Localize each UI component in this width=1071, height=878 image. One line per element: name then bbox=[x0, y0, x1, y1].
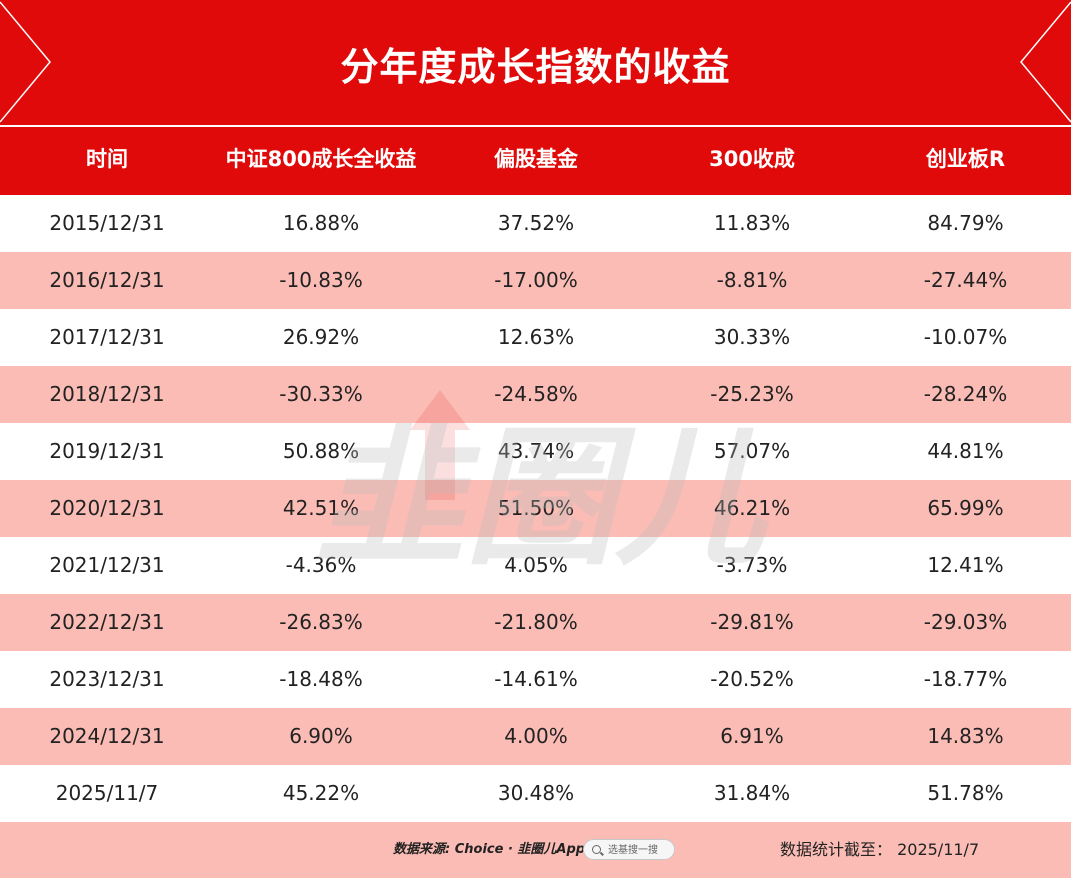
date-cell: 2024/12/31 bbox=[49, 724, 165, 748]
table-row: 2025/11/7 45.22% 30.48% 31.84% 51.78% bbox=[0, 765, 1071, 822]
csi300-growth-cell: -29.81% bbox=[710, 610, 794, 634]
column-header-300-growth: 300收成 bbox=[709, 147, 795, 171]
chinext-cell: 51.78% bbox=[927, 781, 1004, 805]
equity-fund-cell: 4.00% bbox=[504, 724, 568, 748]
equity-fund-cell: 4.05% bbox=[504, 553, 568, 577]
csi300-growth-cell: -3.73% bbox=[716, 553, 788, 577]
date-cell: 2018/12/31 bbox=[49, 382, 165, 406]
date-cell: 2020/12/31 bbox=[49, 496, 165, 520]
date-cell: 2016/12/31 bbox=[49, 268, 165, 292]
chinext-cell: -27.44% bbox=[923, 268, 1008, 292]
chinext-cell: 12.41% bbox=[927, 553, 1004, 577]
csi300-growth-cell: 6.91% bbox=[720, 724, 784, 748]
equity-fund-cell: 37.52% bbox=[497, 211, 575, 235]
csi800-growth-cell: -26.83% bbox=[279, 610, 363, 634]
column-header-csi800-growth: 中证800成长全收益 bbox=[225, 147, 417, 171]
data-cutoff-note: 数据统计截至： 2025/11/7 bbox=[780, 840, 980, 859]
column-header-time: 时间 bbox=[86, 147, 128, 171]
equity-fund-cell: 30.48% bbox=[497, 781, 575, 805]
chinext-cell: 14.83% bbox=[927, 724, 1004, 748]
csi800-growth-cell: 50.88% bbox=[282, 439, 360, 463]
column-header-chinext: 创业板R bbox=[925, 147, 1006, 171]
chinext-cell: -29.03% bbox=[923, 610, 1008, 634]
date-cell: 2019/12/31 bbox=[49, 439, 165, 463]
equity-fund-cell: 51.50% bbox=[497, 496, 575, 520]
date-cell: 2021/12/31 bbox=[49, 553, 165, 577]
search-icon bbox=[592, 845, 601, 854]
page-title: 分年度成长指数的收益 bbox=[340, 45, 731, 89]
date-cell: 2025/11/7 bbox=[55, 781, 159, 805]
csi800-growth-cell: -18.48% bbox=[279, 667, 363, 691]
table-row: 2021/12/31 -4.36% 4.05% -3.73% 12.41% bbox=[0, 537, 1071, 594]
csi800-growth-cell: -4.36% bbox=[285, 553, 357, 577]
table-header-row: 时间 中证800成长全收益 偏股基金 300收成 创业板R bbox=[0, 127, 1071, 195]
table-body: 2015/12/31 16.88% 37.52% 11.83% 84.79% 2016/1… bbox=[0, 195, 1071, 822]
date-cell: 2022/12/31 bbox=[49, 610, 165, 634]
csi300-growth-cell: 46.21% bbox=[713, 496, 791, 520]
source-note: 数据来源: Choice · 韭圈儿App bbox=[393, 842, 586, 857]
csi800-growth-cell: 45.22% bbox=[282, 781, 360, 805]
csi300-growth-cell: 31.84% bbox=[713, 781, 791, 805]
table-row: 2015/12/31 16.88% 37.52% 11.83% 84.79% bbox=[0, 195, 1071, 252]
table-row: 2024/12/31 6.90% 4.00% 6.91% 14.83% bbox=[0, 708, 1071, 765]
left-chevron-decoration bbox=[0, 1, 51, 123]
csi800-growth-cell: 16.88% bbox=[282, 211, 360, 235]
csi800-growth-cell: 6.90% bbox=[289, 724, 353, 748]
chinext-cell: 65.99% bbox=[927, 496, 1004, 520]
equity-fund-cell: -21.80% bbox=[494, 610, 578, 634]
equity-fund-cell: 43.74% bbox=[497, 439, 575, 463]
table-row: 2017/12/31 26.92% 12.63% 30.33% -10.07% bbox=[0, 309, 1071, 366]
chinext-cell: -18.77% bbox=[923, 667, 1008, 691]
csi300-growth-cell: -20.52% bbox=[710, 667, 794, 691]
chinext-cell: -10.07% bbox=[923, 325, 1008, 349]
csi300-growth-cell: 57.07% bbox=[713, 439, 791, 463]
csi800-growth-cell: 26.92% bbox=[282, 325, 360, 349]
column-header-equity-funds: 偏股基金 bbox=[494, 147, 578, 171]
header-divider bbox=[0, 125, 1071, 127]
table-row: 2016/12/31 -10.83% -17.00% -8.81% -27.44% bbox=[0, 252, 1071, 309]
table-row: 2019/12/31 50.88% 43.74% 57.07% 44.81% bbox=[0, 423, 1071, 480]
csi800-growth-cell: -10.83% bbox=[279, 268, 363, 292]
equity-fund-cell: 12.63% bbox=[497, 325, 575, 349]
search-label: 选基搜一搜 bbox=[608, 845, 658, 856]
csi800-growth-cell: 42.51% bbox=[282, 496, 360, 520]
table-row: 2022/12/31 -26.83% -21.80% -29.81% -29.03% bbox=[0, 594, 1071, 651]
csi800-growth-cell: -30.33% bbox=[279, 382, 363, 406]
title-banner: 分年度成长指数的收益 时间 中证800成长全收益 偏股基金 300收成 创业板R bbox=[0, 0, 1071, 195]
date-cell: 2023/12/31 bbox=[49, 667, 165, 691]
csi300-growth-cell: 30.33% bbox=[713, 325, 791, 349]
chinext-cell: 44.81% bbox=[927, 439, 1004, 463]
right-chevron-decoration bbox=[1020, 1, 1071, 123]
equity-fund-cell: -24.58% bbox=[494, 382, 578, 406]
search-button[interactable]: 选基搜一搜 bbox=[583, 839, 675, 860]
footer-bar: 数据来源: Choice · 韭圈儿App 选基搜一搜 数据统计截至： 2025… bbox=[0, 822, 1071, 878]
table-row: 2023/12/31 -18.48% -14.61% -20.52% -18.77% bbox=[0, 651, 1071, 708]
equity-fund-cell: -14.61% bbox=[494, 667, 578, 691]
equity-fund-cell: -17.00% bbox=[494, 268, 578, 292]
chinext-cell: 84.79% bbox=[927, 211, 1004, 235]
chinext-cell: -28.24% bbox=[923, 382, 1008, 406]
csi300-growth-cell: -25.23% bbox=[710, 382, 794, 406]
date-cell: 2017/12/31 bbox=[49, 325, 165, 349]
csi300-growth-cell: -8.81% bbox=[716, 268, 788, 292]
table-row: 2020/12/31 42.51% 51.50% 46.21% 65.99% bbox=[0, 480, 1071, 537]
date-cell: 2015/12/31 bbox=[49, 211, 165, 235]
table-row: 2018/12/31 -30.33% -24.58% -25.23% -28.24% bbox=[0, 366, 1071, 423]
csi300-growth-cell: 11.83% bbox=[713, 211, 791, 235]
